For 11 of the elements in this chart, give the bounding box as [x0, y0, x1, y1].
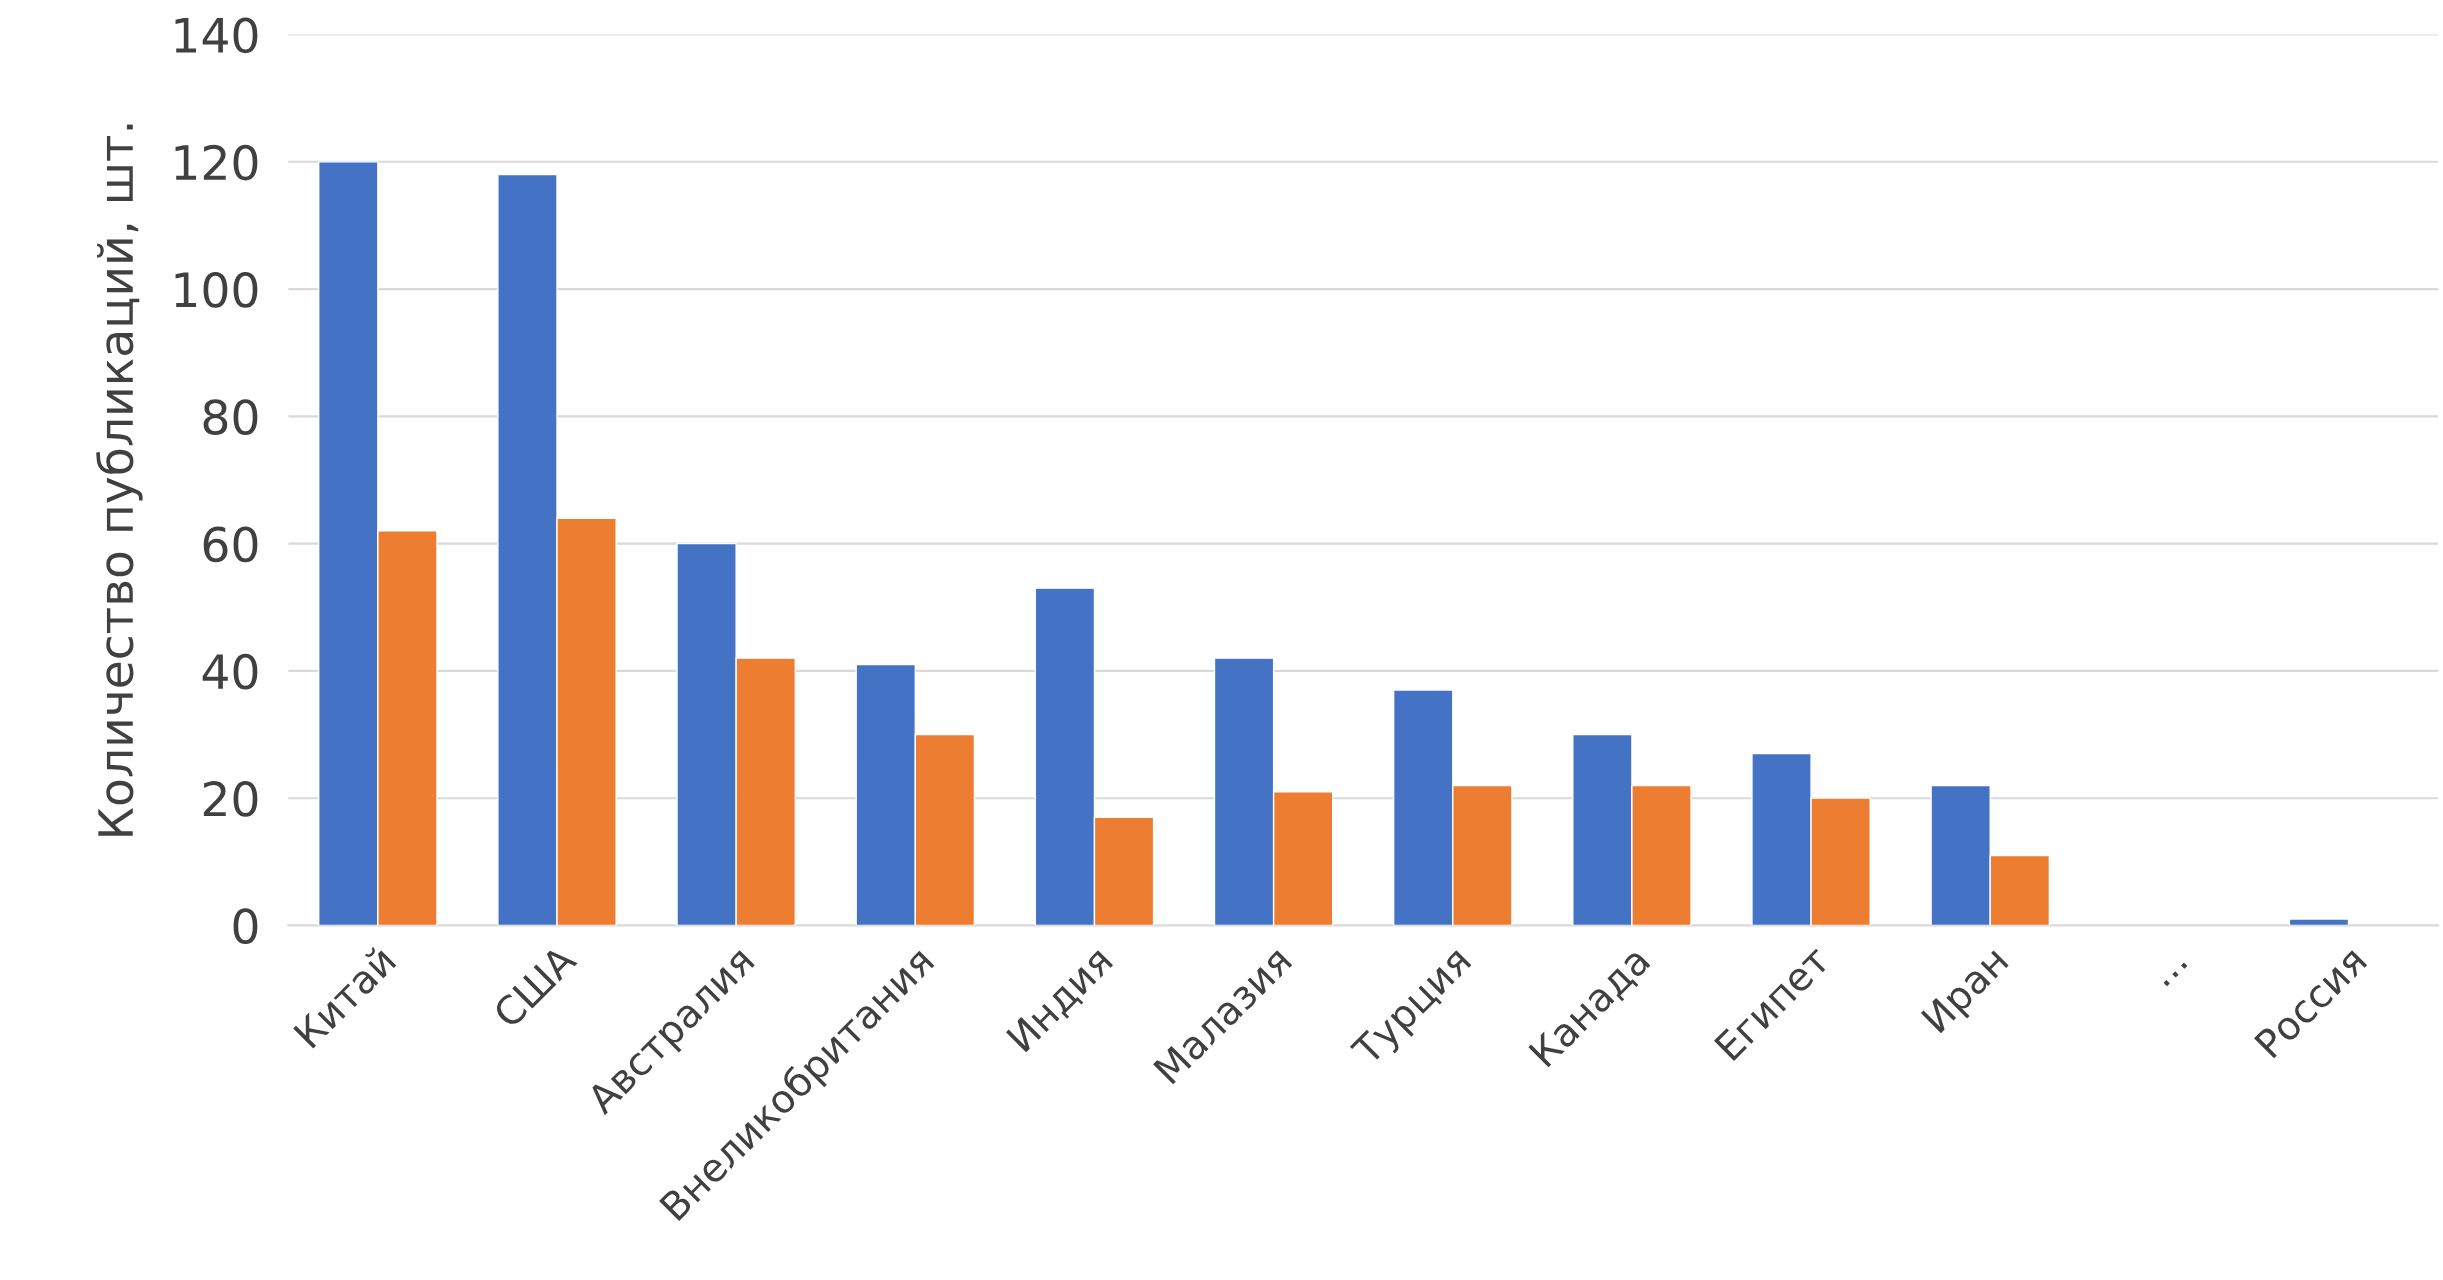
x-tick-label: ... [2163, 962, 2188, 987]
y-tick-label: 60 [203, 526, 258, 563]
bar [2288, 918, 2350, 926]
y-tick-label: 40 [202, 653, 258, 690]
y-tick-label: 20 [203, 781, 258, 817]
y-tick-label: 0 [233, 908, 258, 945]
y-tick-label: 120 [175, 144, 258, 181]
y-tick-label: 100 [175, 271, 258, 308]
y-tick-label: 80 [203, 399, 258, 435]
y-axis-title: Количество публикаций, шт. [96, 124, 143, 836]
y-tick-label: 140 [175, 17, 258, 54]
